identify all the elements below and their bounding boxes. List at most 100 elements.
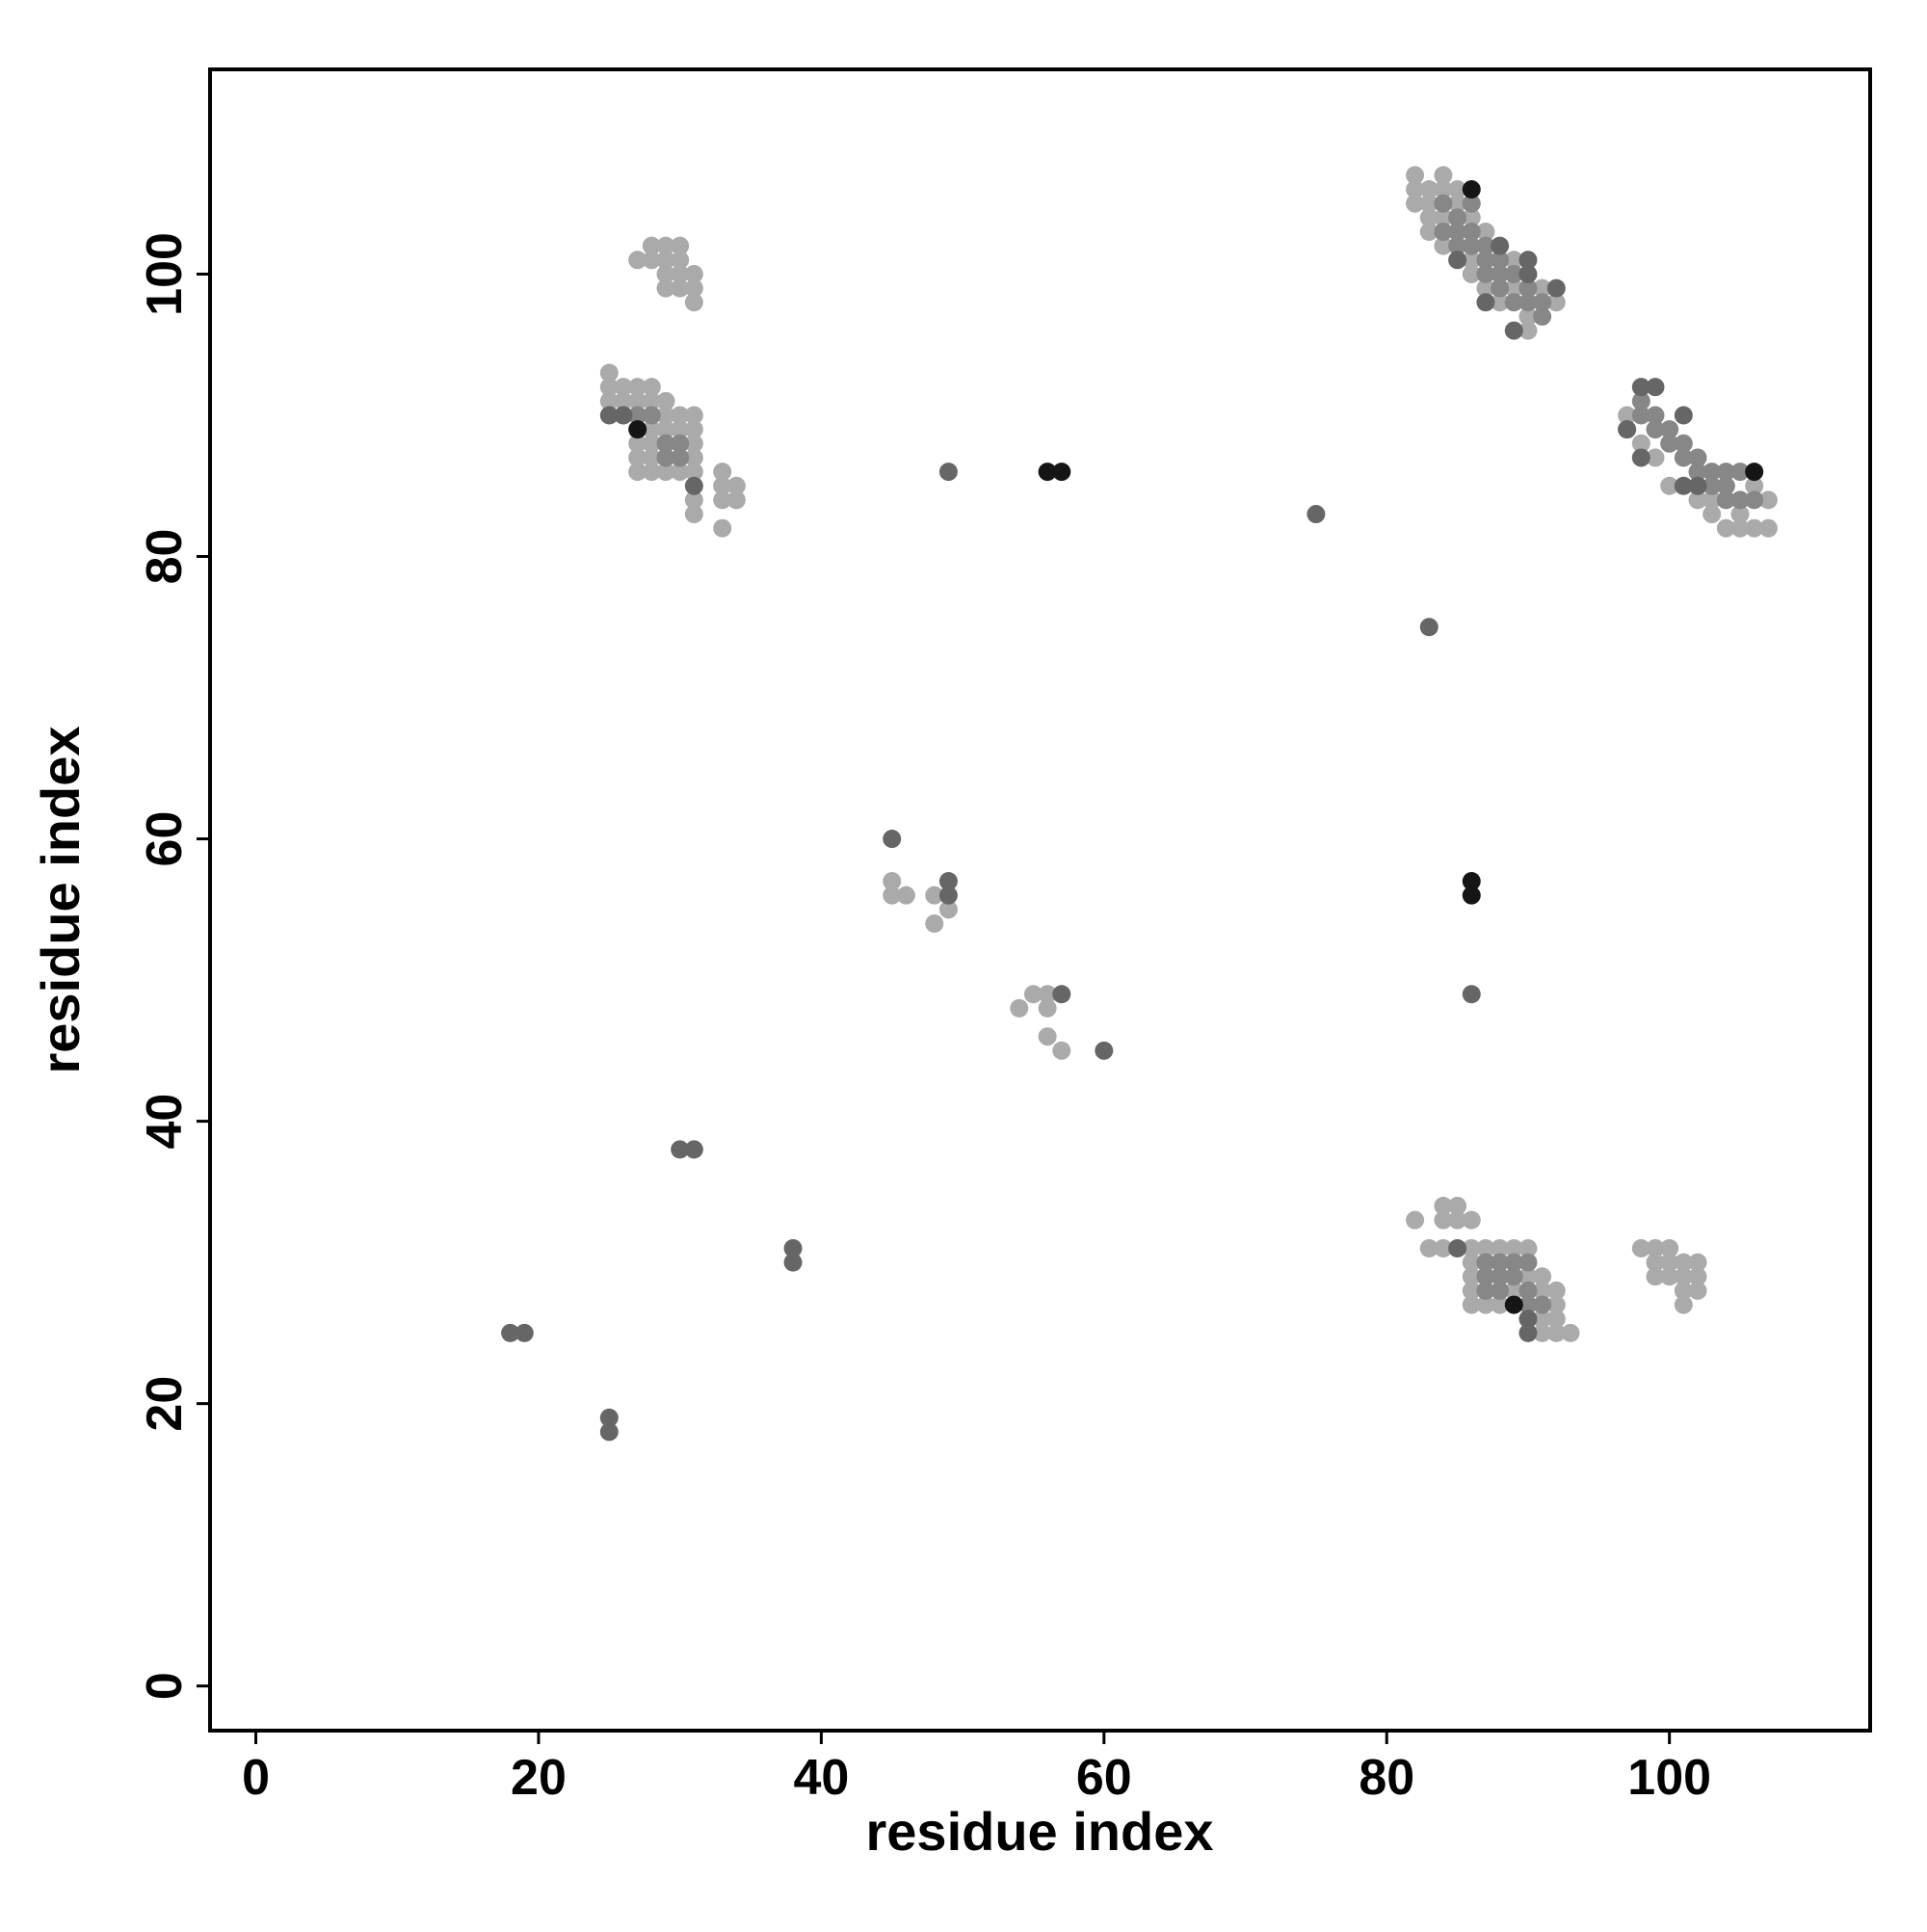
- point: [1491, 1238, 1510, 1257]
- point: [1462, 1238, 1481, 1257]
- point: [1434, 236, 1453, 255]
- point: [1518, 321, 1538, 340]
- point: [1703, 505, 1722, 524]
- point: [925, 913, 944, 933]
- point: [1688, 1281, 1707, 1300]
- point: [1674, 476, 1693, 495]
- point: [684, 264, 703, 283]
- point: [1674, 1281, 1693, 1300]
- point: [938, 872, 958, 891]
- point: [1518, 1281, 1538, 1300]
- point: [642, 378, 661, 397]
- point: [1730, 463, 1750, 482]
- point: [642, 236, 661, 255]
- point: [614, 406, 633, 425]
- point: [642, 463, 661, 482]
- point: [656, 434, 675, 453]
- point: [1518, 264, 1538, 283]
- point: [1476, 1281, 1495, 1300]
- point: [1518, 1238, 1538, 1257]
- point: [1052, 985, 1071, 1004]
- point: [1518, 1310, 1538, 1329]
- point: [1462, 886, 1481, 905]
- point: [1504, 278, 1523, 298]
- point: [1688, 1267, 1707, 1286]
- point: [656, 463, 675, 482]
- point: [1010, 998, 1029, 1018]
- point: [1491, 264, 1510, 283]
- point: [1434, 223, 1453, 242]
- point: [713, 463, 732, 482]
- y-tick-label: 80: [137, 529, 193, 585]
- point: [1730, 490, 1750, 510]
- point: [1462, 194, 1481, 213]
- point: [684, 505, 703, 524]
- y-tick-label: 60: [137, 811, 193, 867]
- point: [1095, 1041, 1114, 1060]
- point: [628, 434, 647, 453]
- x-tick-label: 100: [1627, 1750, 1711, 1806]
- point: [713, 490, 732, 510]
- point: [1716, 476, 1735, 495]
- point: [713, 518, 732, 538]
- point: [896, 886, 915, 905]
- point: [1307, 505, 1326, 524]
- point: [656, 264, 675, 283]
- point: [1631, 378, 1650, 397]
- point: [1476, 236, 1495, 255]
- point: [1023, 985, 1043, 1004]
- y-tick-label: 40: [137, 1094, 193, 1150]
- point: [1533, 293, 1552, 312]
- point: [1730, 518, 1750, 538]
- point: [1406, 1210, 1425, 1230]
- point: [883, 830, 902, 849]
- point: [1533, 1323, 1552, 1342]
- point: [1052, 463, 1071, 482]
- point: [1631, 448, 1650, 467]
- point: [1462, 223, 1481, 242]
- point: [1703, 490, 1722, 510]
- point: [1674, 448, 1693, 467]
- point: [1491, 278, 1510, 298]
- point: [1631, 434, 1650, 453]
- point: [599, 378, 619, 397]
- point: [1533, 1295, 1552, 1314]
- point: [938, 900, 958, 919]
- point: [1533, 1310, 1552, 1329]
- point: [1491, 1253, 1510, 1272]
- point: [1476, 223, 1495, 242]
- point: [1674, 1295, 1693, 1314]
- y-tick-label: 20: [137, 1376, 193, 1432]
- point: [1504, 1281, 1523, 1300]
- point: [1674, 406, 1693, 425]
- point: [1646, 1253, 1665, 1272]
- point: [1716, 463, 1735, 482]
- point: [1476, 278, 1495, 298]
- point: [1646, 1267, 1665, 1286]
- point: [684, 476, 703, 495]
- point: [1646, 1238, 1665, 1257]
- point: [1476, 1295, 1495, 1314]
- point: [1462, 1253, 1481, 1272]
- point: [656, 420, 675, 439]
- point: [1476, 1253, 1495, 1272]
- point: [656, 448, 675, 467]
- plot-frame: [208, 67, 1872, 1733]
- point: [1462, 180, 1481, 199]
- point: [1462, 1295, 1481, 1314]
- point: [1518, 1267, 1538, 1286]
- point: [1434, 194, 1453, 213]
- point: [1631, 406, 1650, 425]
- point: [501, 1323, 520, 1342]
- point: [1518, 1323, 1538, 1342]
- point: [614, 391, 633, 410]
- point: [1504, 251, 1523, 270]
- point: [671, 278, 690, 298]
- point: [1434, 1238, 1453, 1257]
- point: [1646, 448, 1665, 467]
- point: [671, 463, 690, 482]
- point: [1631, 391, 1650, 410]
- point: [1476, 1267, 1495, 1286]
- point: [1518, 293, 1538, 312]
- point: [726, 490, 746, 510]
